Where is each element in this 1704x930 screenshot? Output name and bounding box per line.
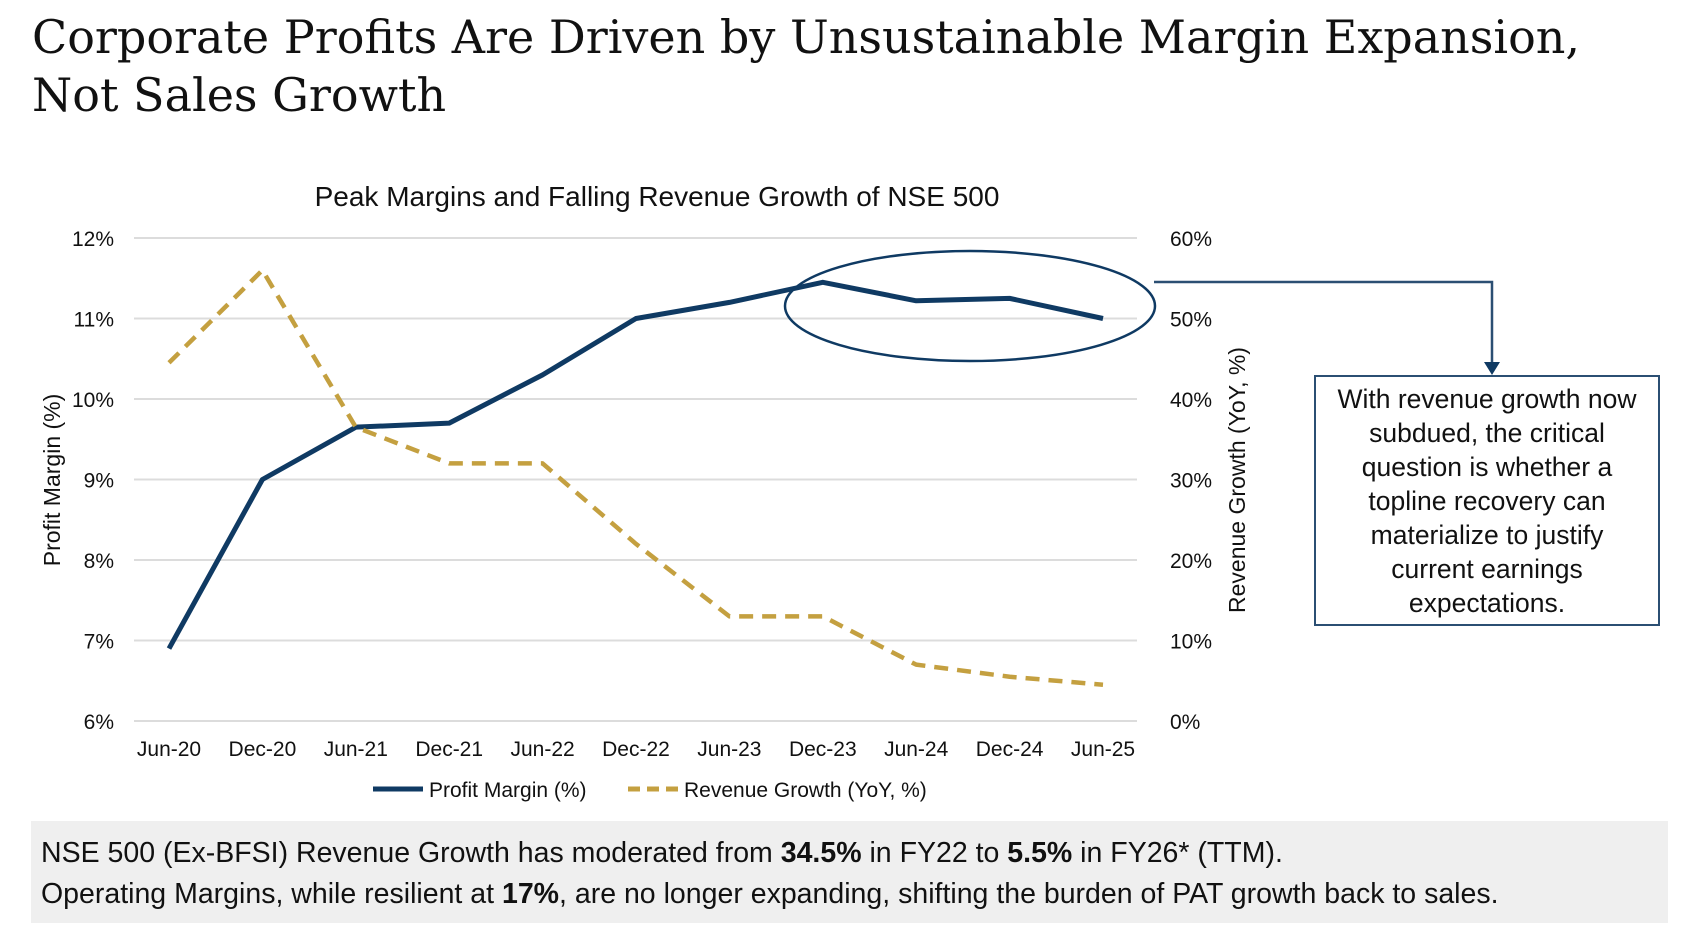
x-tick-label: Dec-24 <box>976 738 1044 761</box>
x-tick-label: Jun-21 <box>324 738 388 761</box>
summary-text: in FY26* (TTM). <box>1072 837 1283 869</box>
right-axis-ticks: 0% 10% 20% 30% 40% 50% 60% <box>1170 228 1212 734</box>
summary-line-1: NSE 500 (Ex-BFSI) Revenue Growth has mod… <box>41 833 1658 874</box>
callout-text: With revenue growth now subdued, the cri… <box>1337 383 1637 618</box>
left-tick-label: 11% <box>74 309 114 332</box>
right-tick-label: 60% <box>1170 228 1212 251</box>
right-tick-label: 40% <box>1170 389 1212 412</box>
legend: Profit Margin (%) Revenue Growth (YoY, %) <box>373 779 927 802</box>
summary-panel: NSE 500 (Ex-BFSI) Revenue Growth has mod… <box>31 821 1668 923</box>
x-tick-label: Jun-22 <box>510 738 574 761</box>
series-lines <box>166 267 1104 688</box>
summary-text: in FY22 to <box>861 837 1008 869</box>
summary-highlight: 17% <box>501 878 560 910</box>
left-tick-label: 8% <box>84 550 114 573</box>
x-tick-label: Jun-20 <box>137 738 201 761</box>
left-tick-label: 7% <box>84 631 114 654</box>
left-tick-label: 12% <box>72 228 114 251</box>
x-axis-ticks: Jun-20 Dec-20 Jun-21 Dec-21 Jun-22 Dec-22 Jun-… <box>137 738 1135 761</box>
legend-label: Revenue Growth (YoY, %) <box>684 779 927 802</box>
right-tick-label: 10% <box>1170 631 1212 654</box>
right-tick-label: 0% <box>1170 711 1200 734</box>
callout-connector <box>1154 280 1494 364</box>
right-tick-label: 50% <box>1170 309 1212 332</box>
legend-label: Profit Margin (%) <box>429 779 587 802</box>
x-tick-label: Dec-22 <box>602 738 670 761</box>
left-tick-label: 10% <box>72 389 114 412</box>
left-tick-label: 6% <box>84 711 114 734</box>
summary-highlight: 34.5% <box>780 837 862 869</box>
left-axis-title: Profit Margin (%) <box>39 394 65 567</box>
left-axis-ticks: 6% 7% 8% 9% 10% 11% 12% <box>72 228 114 734</box>
summary-text: , are no longer expanding, shifting the … <box>559 878 1499 910</box>
callout-box: With revenue growth now subdued, the cri… <box>1314 375 1660 626</box>
gridlines <box>134 237 1137 722</box>
chart-title: Peak Margins and Falling Revenue Growth … <box>315 181 1000 212</box>
right-tick-label: 20% <box>1170 550 1212 573</box>
x-tick-label: Dec-21 <box>415 738 483 761</box>
right-axis-title: Revenue Growth (YoY, %) <box>1224 347 1250 613</box>
x-tick-label: Jun-25 <box>1071 738 1135 761</box>
left-tick-label: 9% <box>84 470 114 493</box>
page-title: Corporate Profits Are Driven by Unsustai… <box>32 10 1581 122</box>
x-tick-label: Jun-23 <box>697 738 761 761</box>
summary-text: NSE 500 (Ex-BFSI) Revenue Growth has mod… <box>41 837 781 869</box>
x-tick-label: Jun-24 <box>884 738 949 761</box>
highlight-ellipse <box>783 249 1157 363</box>
x-tick-label: Dec-23 <box>789 738 857 761</box>
series-line-revenue-growth <box>167 267 1104 688</box>
summary-line-2: Operating Margins, while resilient at 17… <box>41 874 1658 915</box>
summary-highlight: 5.5% <box>1007 837 1073 869</box>
summary-text: Operating Margins, while resilient at <box>41 878 502 910</box>
arrow-head-icon <box>1484 362 1500 375</box>
right-tick-label: 30% <box>1170 470 1212 493</box>
series-line-profit-margin <box>166 279 1104 650</box>
x-tick-label: Dec-20 <box>229 738 297 761</box>
